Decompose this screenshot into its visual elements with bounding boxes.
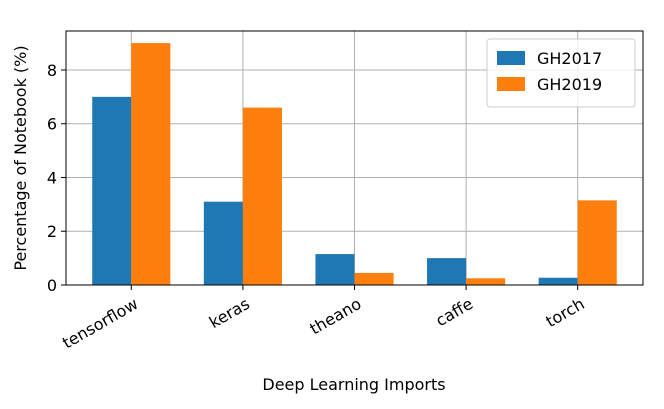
y-tick-label: 2 xyxy=(47,222,57,241)
x-tick-label: keras xyxy=(206,294,253,332)
x-tick-label: tensorflow xyxy=(59,294,141,352)
y-tick-label: 6 xyxy=(47,115,57,134)
legend-swatch xyxy=(497,51,525,65)
bar xyxy=(131,43,171,285)
bar xyxy=(92,96,132,285)
bar xyxy=(577,200,617,285)
bar xyxy=(354,272,394,285)
y-axis-label: Percentage of Notebook (%) xyxy=(11,45,30,270)
bar xyxy=(315,254,355,285)
plot-frame xyxy=(65,30,644,286)
y-tick-label: 4 xyxy=(47,168,57,187)
bar xyxy=(242,107,282,285)
y-tick-label: 0 xyxy=(47,276,57,295)
legend-label: GH2019 xyxy=(537,75,602,94)
bar xyxy=(203,201,243,285)
legend-swatch xyxy=(497,77,525,91)
bar xyxy=(538,277,578,285)
x-tick-label: torch xyxy=(543,294,588,331)
x-axis-label: Deep Learning Imports xyxy=(262,375,445,394)
bar xyxy=(427,258,467,285)
x-tick-label: theano xyxy=(307,294,365,338)
y-tick-label: 8 xyxy=(47,61,57,80)
bar xyxy=(466,278,506,285)
legend-label: GH2017 xyxy=(537,49,602,68)
x-tick-label: caffe xyxy=(432,294,476,330)
